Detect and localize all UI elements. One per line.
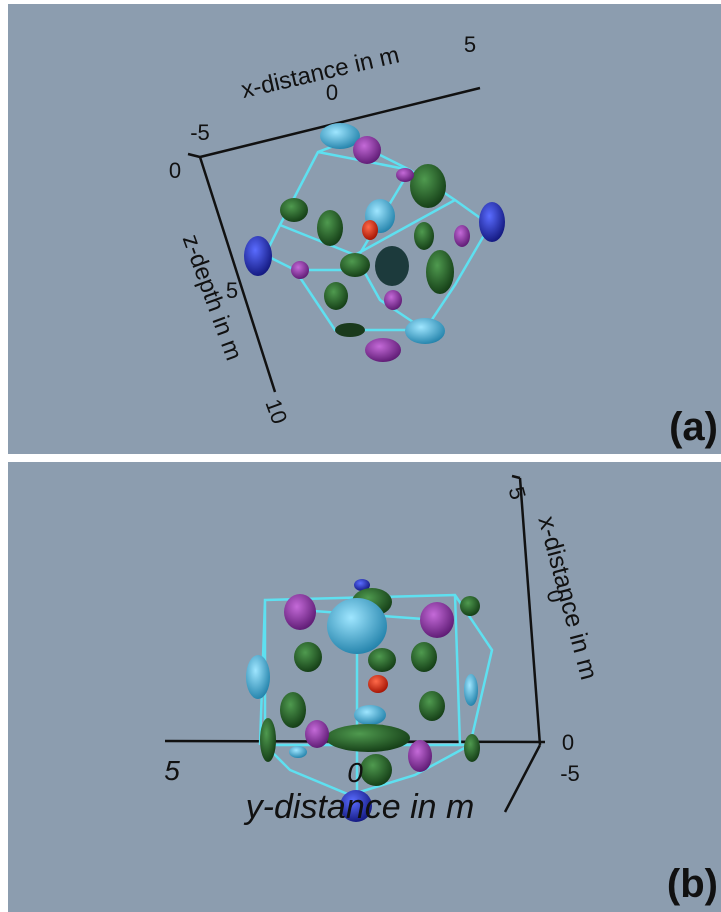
blob — [368, 648, 396, 672]
axis-title: y-distance in m — [244, 788, 475, 826]
blob — [360, 754, 392, 786]
panel-label: (a) — [669, 405, 718, 449]
blob — [365, 338, 401, 362]
blob — [460, 596, 480, 616]
blob — [324, 282, 348, 310]
blob — [354, 705, 386, 725]
blob — [405, 318, 445, 344]
blob — [411, 642, 437, 672]
figure: -5 0 5 x-distance in m 0 5 10 z-depth in… — [0, 0, 721, 912]
blob — [362, 220, 378, 240]
blob — [289, 746, 307, 758]
blob — [246, 655, 270, 699]
blob — [426, 250, 454, 294]
blob — [280, 692, 306, 728]
blob — [280, 198, 308, 222]
tick-label: 5 — [464, 32, 476, 57]
tick-label: 5 — [164, 755, 180, 786]
blob — [335, 323, 365, 337]
panel-b — [8, 462, 721, 912]
tick-label: 0 — [347, 757, 363, 788]
blob — [353, 136, 381, 164]
blob — [305, 720, 329, 748]
blob — [294, 642, 322, 672]
panel-label: (b) — [667, 862, 718, 906]
blob — [408, 740, 432, 772]
blob — [317, 210, 343, 246]
blob — [291, 261, 309, 279]
blob — [284, 594, 316, 630]
blob — [326, 724, 410, 752]
blob — [327, 598, 387, 654]
tick-label: 0 — [169, 158, 181, 183]
tick-label: -5 — [190, 120, 210, 145]
blob — [375, 246, 409, 286]
blob — [396, 168, 414, 182]
blob — [479, 202, 505, 242]
blob — [340, 253, 370, 277]
tick-label: -5 — [560, 761, 580, 786]
blob — [244, 236, 272, 276]
blob — [384, 290, 402, 310]
blob — [410, 164, 446, 208]
blob — [368, 675, 388, 693]
blob — [464, 734, 480, 762]
blob — [420, 602, 454, 638]
blob — [464, 674, 478, 706]
blob — [260, 718, 276, 762]
blob — [414, 222, 434, 250]
blob — [419, 691, 445, 721]
tick-label: 0 — [562, 730, 574, 755]
blob — [454, 225, 470, 247]
